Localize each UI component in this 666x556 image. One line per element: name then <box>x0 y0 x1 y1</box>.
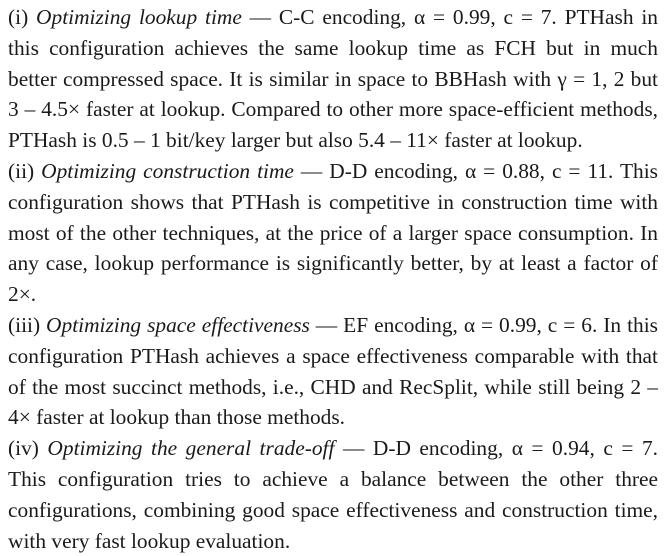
item-params: α = 0.99, c = 7. <box>413 5 557 29</box>
paragraph-optimizing-construction-time: (ii) Optimizing construction time — D-D … <box>8 156 658 310</box>
paragraph-optimizing-space-effectiveness: (iii) Optimizing space effectiveness — E… <box>8 310 658 433</box>
item-label: (iv) <box>8 436 39 461</box>
item-label: (ii) <box>8 158 35 183</box>
item-encoding: D-D encoding, <box>329 158 465 183</box>
paragraph-optimizing-general-trade-off: (iv) Optimizing the general trade-off — … <box>8 433 658 556</box>
item-params: α = 0.94, <box>511 436 595 461</box>
item-dash: — <box>334 436 373 461</box>
item-params: α = 0.88, c = 11. <box>464 158 614 183</box>
item-label: (iii) <box>8 312 41 337</box>
item-body: PTHash in this configuration achieves th… <box>8 5 658 153</box>
item-encoding: D-D encoding, <box>372 436 512 461</box>
item-title: Optimizing space effectiveness <box>46 312 310 337</box>
item-dash: — <box>293 158 330 183</box>
item-params: α = 0.99, c = 6. <box>463 312 598 337</box>
item-encoding: C-C encoding, <box>278 5 414 29</box>
paragraph-optimizing-lookup-time: (i) Optimizing lookup time — C-C encodin… <box>8 2 658 156</box>
item-body: This configuration shows that PTHash is … <box>8 158 659 307</box>
item-title: Optimizing the general trade-off <box>47 436 335 461</box>
item-title: Optimizing lookup time <box>36 5 242 29</box>
item-encoding: EF encoding, <box>343 312 464 337</box>
item-title: Optimizing construction time <box>41 158 294 183</box>
item-dash: — <box>241 5 279 29</box>
item-dash: — <box>309 312 344 337</box>
item-body: In this configuration PTHash achieves a … <box>8 312 658 430</box>
item-body: c = 7. This configuration tries to achie… <box>8 436 658 553</box>
paper-text-block: (i) Optimizing lookup time — C-C encodin… <box>8 2 658 556</box>
item-label: (i) <box>8 5 29 29</box>
